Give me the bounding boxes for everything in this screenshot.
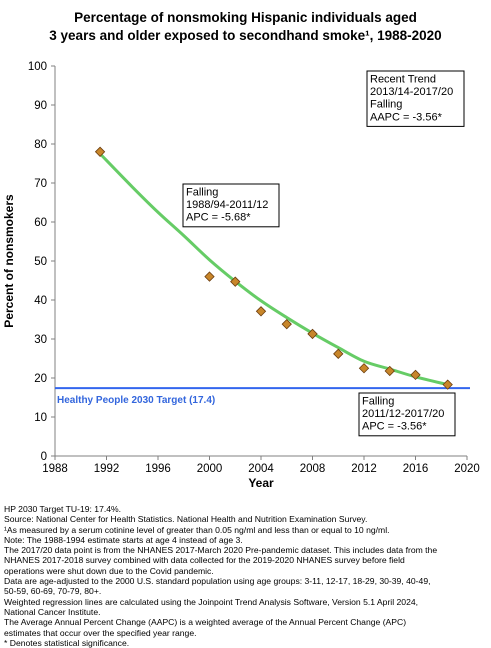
footnote-line: ¹As measured by a serum cotinine level o… xyxy=(4,524,390,535)
chart-title-line-2: 3 years and older exposed to secondhand … xyxy=(49,28,442,43)
target-label: Healthy People 2030 Target (17.4) xyxy=(57,395,215,406)
footnote-line: 50-59, 60-69, 70-79, 80+. xyxy=(4,586,102,597)
x-tick-label: 2012 xyxy=(351,463,377,475)
footnote-line: Weighted regression lines are calculated… xyxy=(4,596,419,607)
footnote-line: operations were shut down due to the Cov… xyxy=(4,565,214,576)
data-point xyxy=(384,365,395,377)
y-tick-label: 80 xyxy=(34,139,47,151)
annotation-text: 2013/14-2017/20 xyxy=(370,86,453,98)
annotation-text: 2011/12-2017/20 xyxy=(362,408,444,420)
y-tick-label: 90 xyxy=(34,100,47,112)
footnote-line: HP 2030 Target TU-19: 17.4%. xyxy=(4,504,122,514)
annotation-text: APC = -5.68* xyxy=(186,212,251,224)
footnote-line: The 2017/20 data point is from the NHANE… xyxy=(4,545,438,556)
footnote-line: estimates that occur over the specified … xyxy=(4,627,197,638)
footnote-line: Source: National Center for Health Stati… xyxy=(4,514,368,525)
chart-title: Percentage of nonsmoking Hispanic indivi… xyxy=(0,9,491,45)
y-tick-label: 50 xyxy=(34,256,47,268)
chart: 0 10 20 30 40 50 60 70 80 90 100 1988 1992 1996 2000 20… xyxy=(2,61,480,490)
data-point xyxy=(255,306,267,317)
x-tick-label: 1988 xyxy=(42,463,68,475)
x-tick-label: 1996 xyxy=(145,463,171,475)
data-point xyxy=(230,276,241,287)
annotation-text: Falling xyxy=(362,396,394,408)
y-tick-label: 70 xyxy=(34,178,47,190)
y-tick-label: 60 xyxy=(34,217,47,229)
y-tick-label: 10 xyxy=(34,412,47,424)
footnote-line: The Average Annual Percent Change (AAPC)… xyxy=(4,617,407,628)
footnote-line: Data are age-adjusted to the 2000 U.S. s… xyxy=(4,576,431,587)
x-tick-label: 2008 xyxy=(300,463,326,475)
data-point xyxy=(410,369,421,381)
annotation-box-segment-2 xyxy=(358,392,456,437)
footnotes: HP 2030 Target TU-19: 17.4%. Source: Nat… xyxy=(4,504,488,648)
data-point xyxy=(358,363,370,374)
y-tick-label: 100 xyxy=(28,61,47,73)
y-tick-label: 40 xyxy=(34,295,47,307)
x-tick-label: 2000 xyxy=(197,463,223,475)
annotation-text: AAPC = -3.56* xyxy=(370,111,443,123)
annotation-text: Recent Trend xyxy=(370,74,436,86)
footnote-line: National Cancer Institute. xyxy=(4,606,101,617)
data-point xyxy=(333,348,344,359)
x-tick-label: 2016 xyxy=(403,463,429,475)
annotation-box-segment-1 xyxy=(182,183,280,228)
y-tick-label: 20 xyxy=(34,373,47,385)
annotation-box-recent-trend xyxy=(366,70,465,127)
x-tick-label: 1992 xyxy=(94,463,120,475)
annotation-text: 1988/94-2011/12 xyxy=(186,199,268,211)
annotation-text: APC = -3.56* xyxy=(362,421,427,433)
y-tick-label: 0 xyxy=(41,451,47,463)
x-tick-label: 2004 xyxy=(248,463,274,475)
data-point xyxy=(94,146,106,157)
footnote-line: NHANES 2017-2018 survey combined with da… xyxy=(4,555,405,566)
y-axis-label: Percent of nonsmokers xyxy=(2,194,16,328)
annotation-text: Falling xyxy=(370,99,402,111)
data-point xyxy=(281,319,292,330)
data-point xyxy=(442,379,453,390)
x-axis-label: Year xyxy=(248,476,274,490)
data-point xyxy=(307,328,318,340)
x-tick-label: 2020 xyxy=(454,463,480,475)
y-tick-label: 30 xyxy=(34,334,47,346)
data-point xyxy=(204,271,215,282)
footnote-line: Note: The 1988-1994 estimate starts at a… xyxy=(4,534,243,545)
chart-title-line-1: Percentage of nonsmoking Hispanic indivi… xyxy=(74,10,417,25)
annotation-text: Falling xyxy=(186,187,218,199)
footnote-line: * Denotes statistical significance. xyxy=(4,637,130,648)
